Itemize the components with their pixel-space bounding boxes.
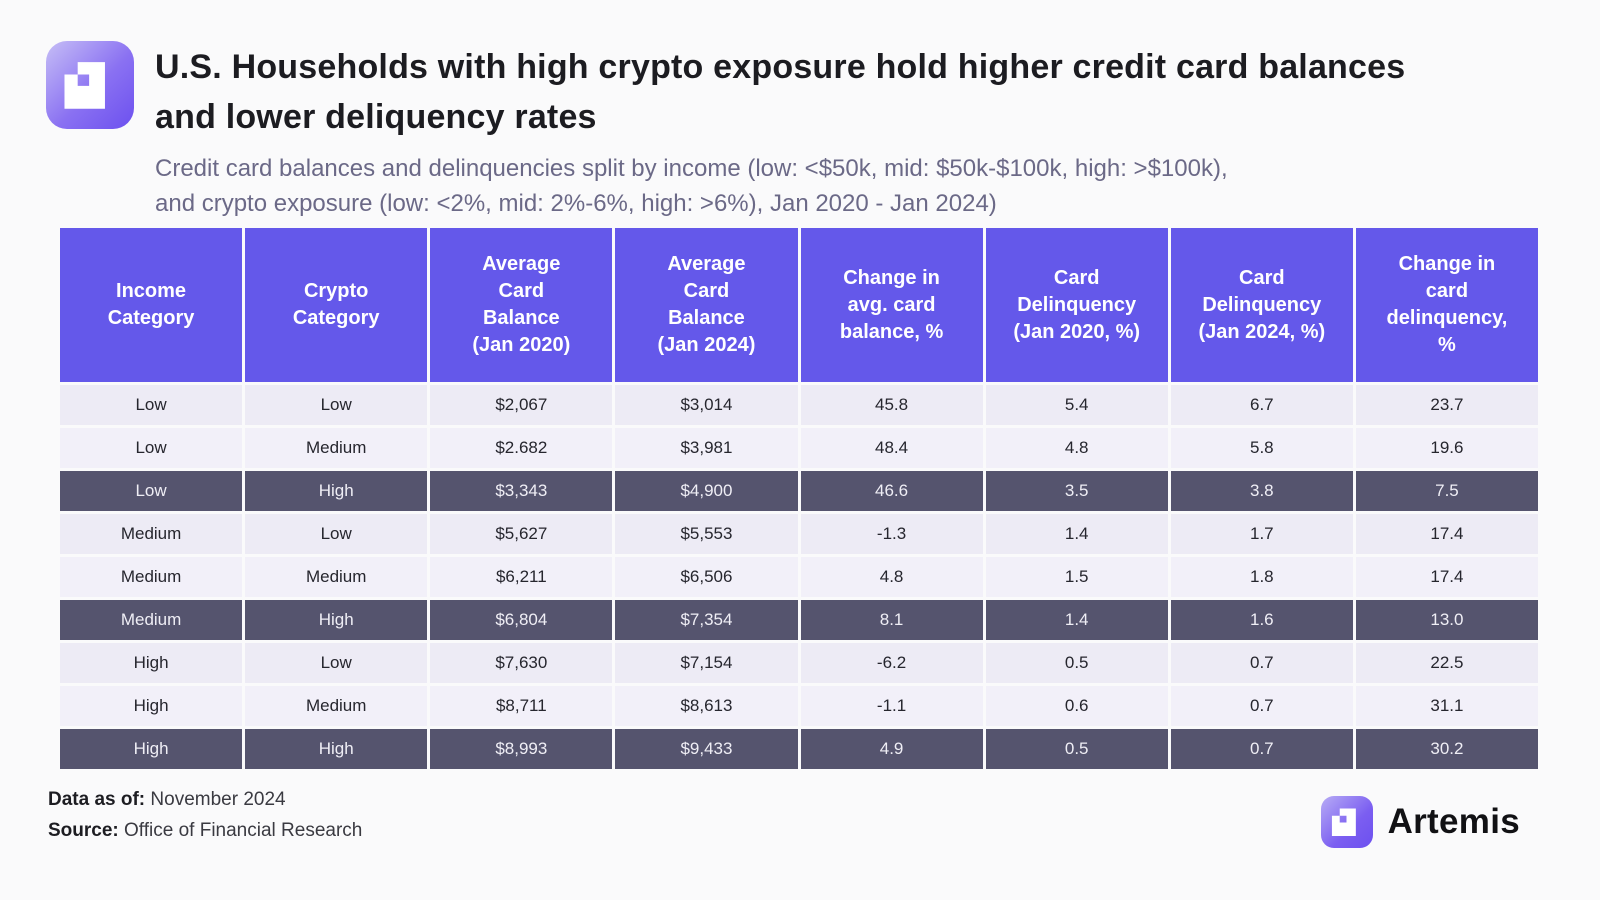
brand-name: Artemis (1387, 802, 1520, 841)
table-cell-r4-c4: $5,553 (615, 514, 798, 554)
column-header-2: Crypto Category (245, 228, 428, 382)
table-cell-r1-c6: 5.4 (985, 385, 1168, 425)
column-header-5: Change in avg. card balance, % (800, 228, 983, 382)
artemis-logo-icon (46, 41, 134, 129)
column-header-4: Average Card Balance (Jan 2024) (615, 228, 798, 382)
table-cell-r4-c2: Low (245, 514, 428, 554)
table-cell-r7-c2: Low (245, 643, 428, 683)
table-cell-r6-c6: 1.4 (985, 600, 1168, 640)
table-cell-r3-c7: 3.8 (1170, 471, 1353, 511)
table-cell-r9-c8: 30.2 (1355, 729, 1538, 769)
table-cell-r9-c4: $9,433 (615, 729, 798, 769)
source-line: Source: Office of Financial Research (48, 815, 362, 846)
table-cell-r8-c8: 31.1 (1355, 686, 1538, 726)
artemis-logo-icon-small (1320, 796, 1373, 848)
table-cell-r9-c2: High (245, 729, 428, 769)
table-cell-r6-c2: High (245, 600, 428, 640)
table-cell-r3-c6: 3.5 (985, 471, 1168, 511)
data-as-of-label: Data as of: (48, 789, 146, 810)
table-cell-r7-c6: 0.5 (985, 643, 1168, 683)
table-cell-r9-c7: 0.7 (1170, 729, 1353, 769)
table-cell-r7-c4: $7,154 (615, 643, 798, 683)
table-cell-r5-c3: $6,211 (430, 557, 613, 597)
table-cell-r3-c5: 46.6 (800, 471, 983, 511)
table-cell-r4-c5: -1.3 (800, 514, 983, 554)
table-cell-r4-c8: 17.4 (1355, 514, 1538, 554)
table-cell-r6-c4: $7,354 (615, 600, 798, 640)
table-cell-r4-c1: Medium (60, 514, 243, 554)
table-cell-r1-c8: 23.7 (1355, 385, 1538, 425)
column-header-8: Change in card delinquency, % (1355, 228, 1538, 382)
source-value: Office of Financial Research (118, 820, 363, 841)
table-cell-r9-c6: 0.5 (985, 729, 1168, 769)
source-label: Source: (48, 820, 119, 841)
table-cell-r8-c6: 0.6 (985, 686, 1168, 726)
table-body: Low Low $2,067 $3,014 45.8 5.4 6.7 23.7 Low Mediu… (60, 385, 1538, 769)
footer-notes: Data as of: November 2024 Source: Office… (48, 784, 362, 846)
column-header-6: Card Delinquency (Jan 2020, %) (985, 228, 1168, 382)
table-cell-r1-c3: $2,067 (430, 385, 613, 425)
table-cell-r2-c3: $2.682 (430, 428, 613, 468)
table-cell-r6-c7: 1.6 (1170, 600, 1353, 640)
column-header-1: Income Category (60, 228, 243, 382)
title-block: U.S. Households with high crypto exposur… (155, 42, 1535, 221)
table-cell-r1-c4: $3,014 (615, 385, 798, 425)
table-cell-r9-c3: $8,993 (430, 729, 613, 769)
table-cell-r9-c1: High (60, 729, 243, 769)
table-cell-r6-c3: $6,804 (430, 600, 613, 640)
table-cell-r2-c7: 5.8 (1170, 428, 1353, 468)
table-cell-r5-c5: 4.8 (800, 557, 983, 597)
table-cell-r6-c1: Medium (60, 600, 243, 640)
data-as-of-value: November 2024 (145, 789, 286, 810)
table-cell-r5-c6: 1.5 (985, 557, 1168, 597)
table-cell-r2-c1: Low (60, 428, 243, 468)
table-cell-r6-c8: 13.0 (1355, 600, 1538, 640)
table-cell-r7-c5: -6.2 (800, 643, 983, 683)
table-cell-r2-c8: 19.6 (1355, 428, 1538, 468)
table-cell-r6-c5: 8.1 (800, 600, 983, 640)
table-cell-r7-c8: 22.5 (1355, 643, 1538, 683)
table-header-row: Income Category Crypto Category Average Ca… (60, 228, 1538, 382)
table-cell-r4-c6: 1.4 (985, 514, 1168, 554)
table-cell-r8-c2: Medium (245, 686, 428, 726)
table-cell-r3-c4: $4,900 (615, 471, 798, 511)
column-header-3: Average Card Balance (Jan 2020) (430, 228, 613, 382)
table-cell-r3-c2: High (245, 471, 428, 511)
table-cell-r3-c3: $3,343 (430, 471, 613, 511)
table-cell-r1-c1: Low (60, 385, 243, 425)
brand-lockup: Artemis (1320, 796, 1520, 848)
table-cell-r9-c5: 4.9 (800, 729, 983, 769)
table-cell-r1-c5: 45.8 (800, 385, 983, 425)
table-cell-r7-c1: High (60, 643, 243, 683)
table-cell-r7-c3: $7,630 (430, 643, 613, 683)
column-header-7: Card Delinquency (Jan 2024, %) (1170, 228, 1353, 382)
table-cell-r5-c4: $6,506 (615, 557, 798, 597)
table-cell-r2-c4: $3,981 (615, 428, 798, 468)
table-cell-r4-c3: $5,627 (430, 514, 613, 554)
table-cell-r5-c7: 1.8 (1170, 557, 1353, 597)
table-cell-r8-c3: $8,711 (430, 686, 613, 726)
table-cell-r3-c1: Low (60, 471, 243, 511)
table-cell-r8-c4: $8,613 (615, 686, 798, 726)
data-table: Income Category Crypto Category Average Ca… (60, 228, 1538, 769)
table-cell-r2-c2: Medium (245, 428, 428, 468)
data-as-of-line: Data as of: November 2024 (48, 784, 362, 815)
table-cell-r8-c7: 0.7 (1170, 686, 1353, 726)
table-cell-r2-c6: 4.8 (985, 428, 1168, 468)
table-cell-r2-c5: 48.4 (800, 428, 983, 468)
table-cell-r5-c8: 17.4 (1355, 557, 1538, 597)
table-cell-r4-c7: 1.7 (1170, 514, 1353, 554)
table-cell-r3-c8: 7.5 (1355, 471, 1538, 511)
table-cell-r1-c2: Low (245, 385, 428, 425)
page-title: U.S. Households with high crypto exposur… (155, 48, 1406, 136)
table-cell-r8-c5: -1.1 (800, 686, 983, 726)
table-cell-r5-c2: Medium (245, 557, 428, 597)
table-cell-r8-c1: High (60, 686, 243, 726)
table-cell-r1-c7: 6.7 (1170, 385, 1353, 425)
page-subtitle: Credit card balances and delinquencies s… (155, 155, 1228, 217)
table-cell-r7-c7: 0.7 (1170, 643, 1353, 683)
table-cell-r5-c1: Medium (60, 557, 243, 597)
